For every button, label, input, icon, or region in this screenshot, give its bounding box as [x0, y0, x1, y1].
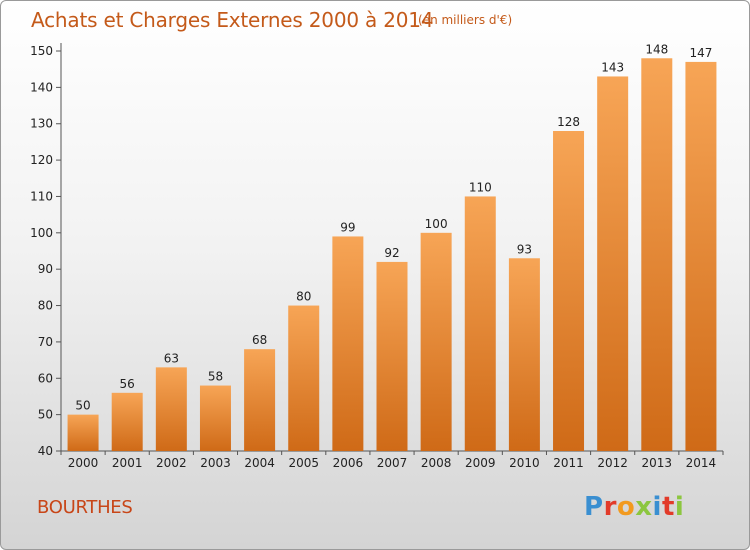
data-label: 93 [517, 242, 532, 256]
bar-2014 [685, 61, 717, 452]
x-tick-label: 2011 [553, 456, 584, 470]
x-tick-label: 2005 [288, 456, 319, 470]
x-tick-label: 2013 [642, 456, 673, 470]
y-tick-label: 50 [38, 408, 53, 422]
x-tick-label: 2004 [244, 456, 275, 470]
data-label: 147 [689, 46, 712, 60]
data-label: 50 [75, 399, 90, 413]
x-tick-label: 2008 [421, 456, 452, 470]
data-label: 58 [208, 370, 223, 384]
logo-letter: o [616, 492, 636, 522]
bar-2007 [376, 261, 408, 451]
data-label: 56 [120, 377, 135, 391]
chart-title: Achats et Charges Externes 2000 à 2014 [31, 8, 434, 32]
y-tick-label: 110 [30, 189, 53, 203]
bar-2004 [244, 349, 276, 451]
chart-subtitle: (en milliers d'€) [418, 13, 513, 27]
y-tick-label: 40 [38, 444, 53, 458]
data-label: 148 [645, 42, 668, 56]
x-tick-label: 2006 [333, 456, 364, 470]
proxiti-logo[interactable]: Proxiti [584, 492, 684, 522]
x-tick-label: 2002 [156, 456, 187, 470]
bars [67, 58, 717, 452]
x-tick-label: 2014 [686, 456, 717, 470]
x-tick-label: 2007 [377, 456, 408, 470]
data-label: 143 [601, 60, 624, 74]
logo-letter: x [635, 492, 653, 522]
logo-letter: P [584, 492, 604, 522]
y-tick-label: 120 [30, 153, 53, 167]
bar-2012 [597, 76, 629, 452]
y-tick-label: 60 [38, 371, 53, 385]
y-tick-label: 70 [38, 335, 53, 349]
data-label: 110 [469, 180, 492, 194]
x-tick-label: 2009 [465, 456, 496, 470]
logo-letter: r [603, 492, 617, 522]
logo-letter: i [674, 492, 685, 522]
axes: 40 50 60 70 80 90 100 110 120 130 140 150 2000 2001 20… [30, 43, 724, 470]
y-tick-label: 150 [30, 44, 53, 58]
bar-2011 [553, 131, 585, 451]
data-label: 100 [425, 217, 448, 231]
data-label: 68 [252, 333, 267, 347]
bar-2006 [332, 236, 364, 451]
bar-2013 [641, 58, 673, 451]
y-tick-label: 130 [30, 117, 53, 131]
bar-2003 [199, 385, 231, 451]
bar-2000 [67, 414, 99, 451]
y-tick-label: 100 [30, 226, 53, 240]
data-label: 128 [557, 115, 580, 129]
logo-letter: t [661, 492, 675, 522]
data-label: 80 [296, 290, 311, 304]
bar-2005 [288, 305, 320, 451]
x-tick-label: 2000 [68, 456, 99, 470]
bar-2010 [508, 258, 540, 451]
y-tick-label: 90 [38, 262, 53, 276]
y-tick-label: 80 [38, 299, 53, 313]
bar-2001 [111, 392, 143, 451]
y-tick-label: 140 [30, 80, 53, 94]
x-tick-label: 2010 [509, 456, 540, 470]
bar-2008 [420, 232, 452, 451]
commune-name: BOURTHES [37, 497, 133, 518]
data-labels: 50 56 63 58 68 80 99 92 100 110 93 128 143 148 147 [75, 42, 712, 412]
bar-2009 [464, 196, 496, 451]
x-tick-label: 2001 [112, 456, 143, 470]
data-label: 99 [340, 220, 355, 234]
x-tick-label: 2012 [597, 456, 628, 470]
x-tick-label: 2003 [200, 456, 231, 470]
data-label: 92 [384, 246, 399, 260]
logo-letter: i [652, 492, 662, 522]
bar-2002 [155, 367, 187, 451]
data-label: 63 [164, 351, 179, 365]
